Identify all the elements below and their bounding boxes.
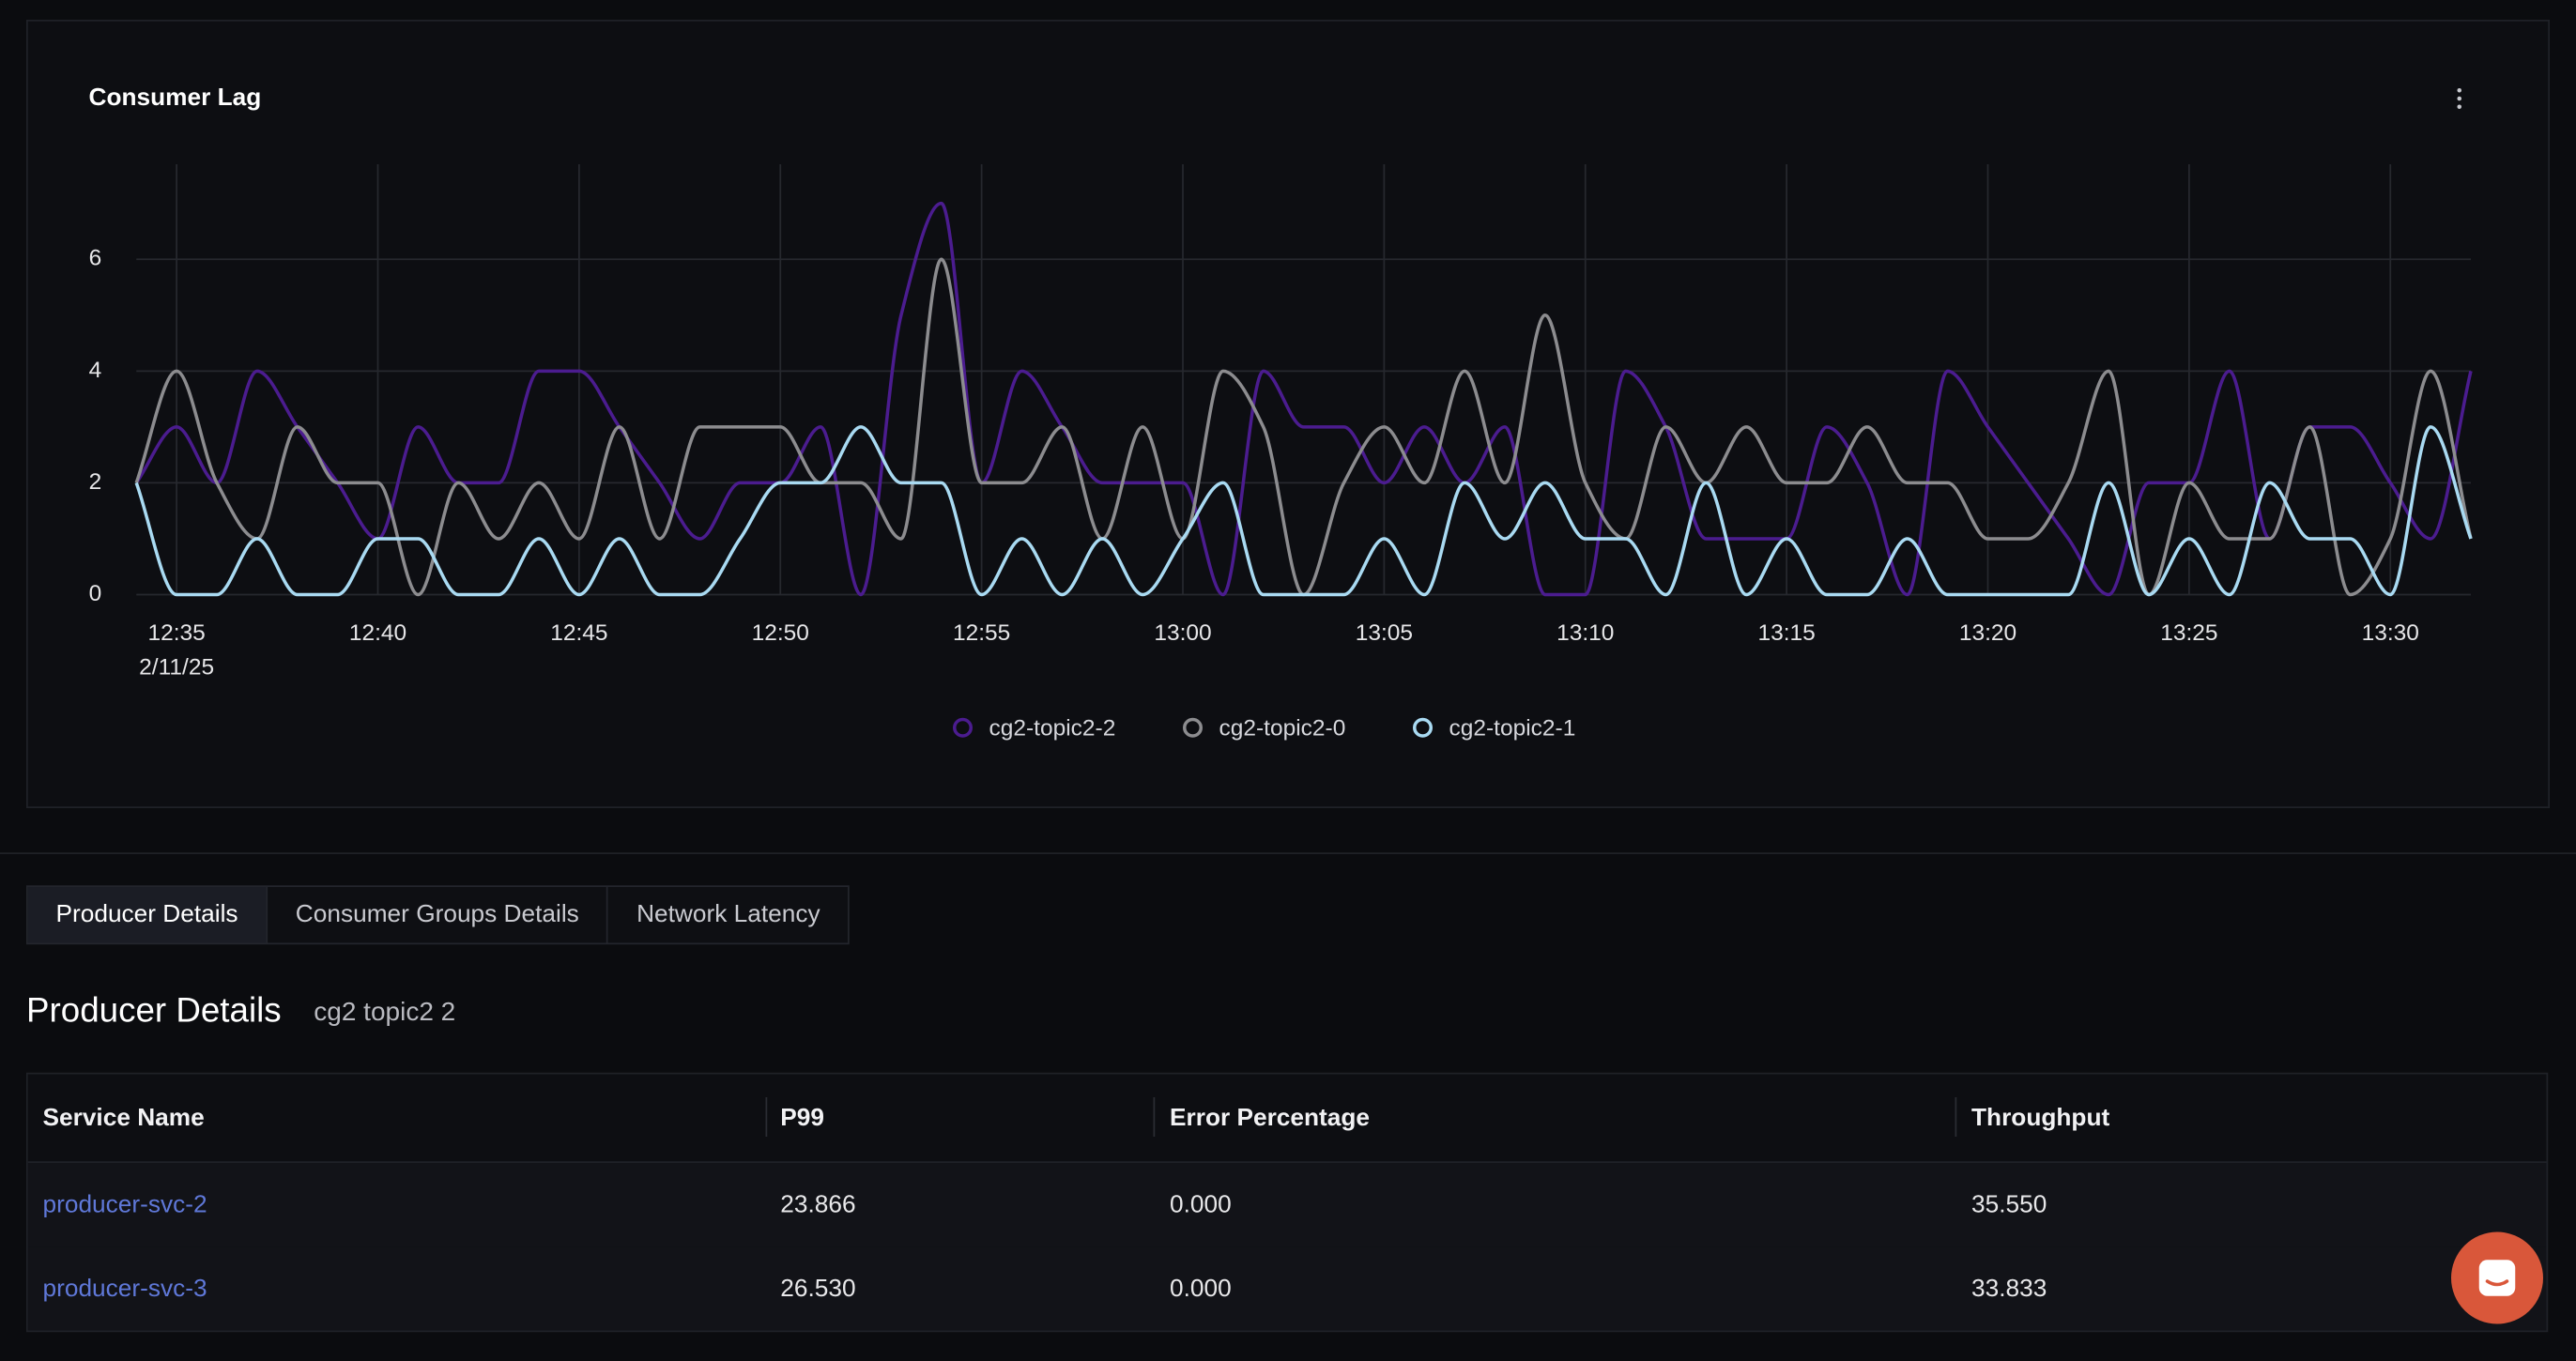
table-header: Service Name P99 Error Percentage Throug…	[27, 1074, 2547, 1163]
y-tick-label: 0	[89, 581, 102, 606]
x-tick-label: 12:50	[752, 620, 809, 646]
column-header: Throughput	[1971, 1104, 2110, 1132]
table-cell: 0.000	[1170, 1275, 1232, 1303]
service-link[interactable]: producer-svc-3	[42, 1275, 207, 1303]
table-row: producer-svc-3 26.530 0.000 33.833	[27, 1246, 2547, 1331]
table-cell: 0.000	[1170, 1190, 1232, 1219]
section-title: Producer Details	[26, 992, 282, 1031]
x-tick-label: 13:20	[1959, 620, 2016, 646]
y-tick-label: 2	[89, 469, 102, 495]
series-line	[134, 257, 2473, 597]
x-tick-label: 13:25	[2160, 620, 2217, 646]
table-cell: 33.833	[1971, 1275, 2047, 1303]
series-line	[134, 425, 2473, 597]
x-tick-label: 12:35	[147, 620, 205, 646]
legend: cg2-topic2-2 cg2-topic2-0 cg2-topic2-1	[953, 715, 1576, 741]
table: Service Name P99 Error Percentage Throug…	[26, 1072, 2549, 1333]
y-tick-label: 6	[89, 246, 102, 271]
legend-label: cg2-topic2-1	[1449, 715, 1576, 741]
chart-card: Consumer Lag 0 2 4 6 12:35 12:40 12:45 12:50 12:…	[26, 20, 2550, 808]
divider	[0, 852, 2576, 854]
x-tick-label: 12:40	[349, 620, 406, 646]
x-tick-label: 12:45	[550, 620, 607, 646]
legend-marker	[953, 717, 973, 738]
x-tick-label: 13:00	[1154, 620, 1211, 646]
legend-marker	[1183, 717, 1203, 738]
chart-title: Consumer Lag	[89, 83, 262, 111]
table-row: producer-svc-2 23.866 0.000 35.550	[27, 1163, 2547, 1247]
legend-label: cg2-topic2-0	[1219, 715, 1346, 741]
service-link[interactable]: producer-svc-2	[42, 1190, 207, 1219]
tab-bar: Producer Details Consumer Groups Details…	[26, 885, 851, 945]
x-tick-date: 2/11/25	[139, 655, 214, 680]
more-menu[interactable]	[2457, 87, 2462, 110]
table-cell: 35.550	[1971, 1190, 2047, 1219]
table-cell: 26.530	[780, 1275, 856, 1303]
column-header: Service Name	[42, 1104, 205, 1132]
column-separator	[1153, 1097, 1156, 1137]
series-line	[134, 201, 2473, 597]
x-tick-label: 13:10	[1556, 620, 1614, 646]
legend-marker	[1413, 717, 1433, 738]
column-separator	[1955, 1097, 1957, 1137]
table-cell: 23.866	[780, 1190, 856, 1219]
x-tick-label: 13:30	[2362, 620, 2419, 646]
tab[interactable]: Network Latency	[608, 887, 849, 943]
chat-button[interactable]	[2451, 1231, 2543, 1324]
x-tick-label: 12:55	[953, 620, 1010, 646]
tab[interactable]: Consumer Groups Details	[268, 887, 609, 943]
tab[interactable]: Producer Details	[27, 887, 268, 943]
section-subtitle: cg2 topic2 2	[314, 999, 456, 1027]
x-tick-label: 13:05	[1356, 620, 1413, 646]
card-background	[26, 20, 2550, 808]
column-separator	[765, 1097, 768, 1137]
y-tick-label: 4	[89, 358, 102, 383]
legend-label: cg2-topic2-2	[989, 715, 1116, 741]
chat-icon	[2478, 1260, 2516, 1296]
x-tick-label: 13:15	[1757, 620, 1815, 646]
column-header: P99	[780, 1104, 824, 1132]
column-header: Error Percentage	[1170, 1104, 1371, 1132]
